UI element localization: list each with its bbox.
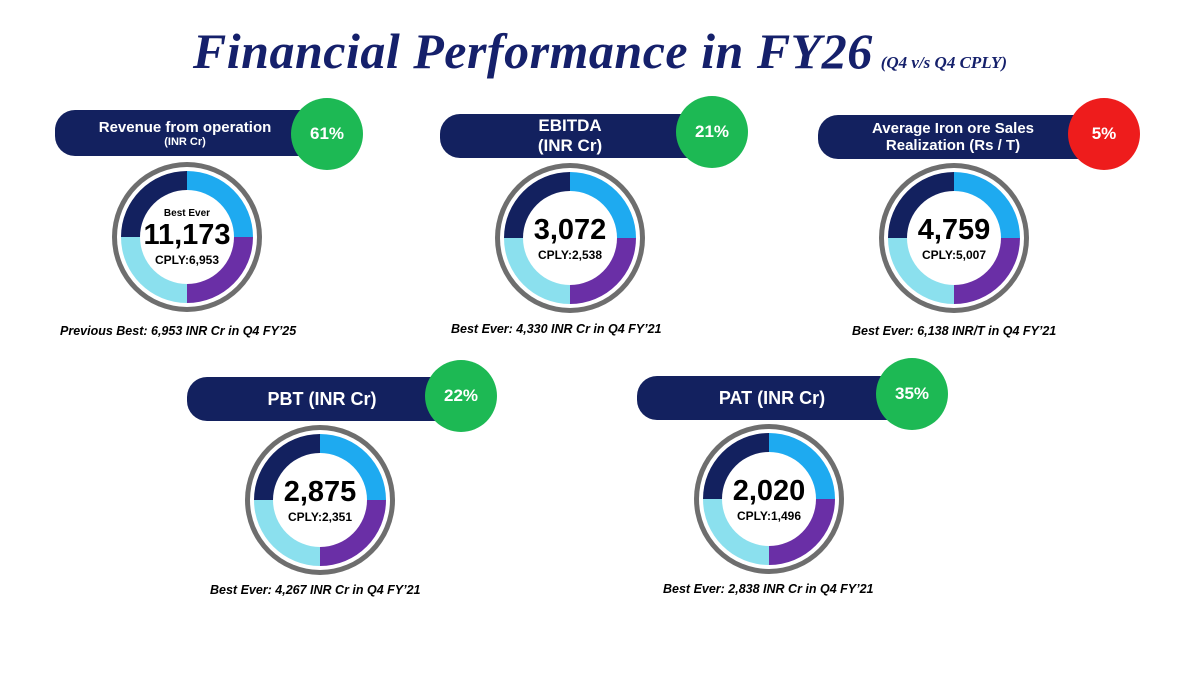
ebitda-value: 3,072 — [533, 214, 607, 246]
revenue-cply: CPLY:6,953 — [154, 252, 220, 267]
ebitda-change-value: 21% — [694, 122, 730, 141]
pbt-note: Best Ever: 4,267 INR Cr in Q4 FY’21 — [210, 583, 421, 597]
pat-banner: PAT (INR Cr) — [637, 376, 907, 420]
pbt-donut: 2,875 CPLY:2,351 — [245, 425, 395, 575]
revenue-unit: (INR Cr) — [164, 135, 206, 148]
pat-label: PAT (INR Cr) — [718, 387, 826, 408]
ebitda-unit: (INR Cr) — [537, 136, 603, 155]
revenue-change-value: 61% — [309, 124, 345, 143]
revenue-donut: Best Ever 11,173 CPLY:6,953 — [112, 162, 262, 312]
revenue-note: Previous Best: 6,953 INR Cr in Q4 FY’25 — [60, 324, 297, 338]
pbt-banner: PBT (INR Cr) — [187, 377, 457, 421]
pat-cply: CPLY:1,496 — [736, 509, 802, 523]
pbt-change-badge: 22% — [425, 360, 497, 432]
pat-note: Best Ever: 2,838 INR Cr in Q4 FY’21 — [663, 582, 874, 596]
pat-change-value: 35% — [894, 384, 930, 403]
realization-change-badge: 5% — [1068, 98, 1140, 170]
revenue-value: 11,173 — [143, 218, 231, 251]
page-title: Financial Performance in FY26 (Q4 v/s Q4 … — [0, 22, 1200, 80]
realization-unit: Realization (Rs / T) — [885, 137, 1021, 154]
ebitda-donut: 3,072 CPLY:2,538 — [495, 163, 645, 313]
ebitda-label: EBITDA — [538, 116, 602, 135]
ebitda-cply: CPLY:2,538 — [537, 248, 603, 262]
realization-banner: Average Iron ore Sales Realization (Rs /… — [818, 115, 1088, 159]
title-main: Financial Performance in FY26 — [192, 23, 873, 79]
revenue-banner: Revenue from operation (INR Cr) — [55, 110, 315, 156]
ebitda-note: Best Ever: 4,330 INR Cr in Q4 FY’21 — [451, 322, 662, 336]
pat-value: 2,020 — [732, 475, 806, 507]
realization-value: 4,759 — [917, 214, 991, 246]
pbt-change-value: 22% — [443, 386, 479, 405]
ebitda-banner: EBITDA (INR Cr) — [440, 114, 700, 158]
realization-donut: 4,759 CPLY:5,007 — [879, 163, 1029, 313]
revenue-best-ever-tag: Best Ever — [163, 207, 211, 219]
realization-change-value: 5% — [1091, 124, 1117, 143]
revenue-change-badge: 61% — [291, 98, 363, 170]
realization-cply: CPLY:5,007 — [921, 248, 987, 262]
realization-label: Average Iron ore Sales — [871, 120, 1035, 137]
pat-donut: 2,020 CPLY:1,496 — [694, 424, 844, 574]
pbt-label: PBT (INR Cr) — [267, 388, 377, 409]
revenue-label: Revenue from operation — [98, 118, 272, 136]
pat-change-badge: 35% — [876, 358, 948, 430]
ebitda-change-badge: 21% — [676, 96, 748, 168]
pbt-value: 2,875 — [283, 476, 357, 508]
title-subtitle: (Q4 v/s Q4 CPLY) — [880, 53, 1008, 72]
pbt-cply: CPLY:2,351 — [287, 510, 353, 524]
realization-note: Best Ever: 6,138 INR/T in Q4 FY’21 — [852, 324, 1057, 338]
